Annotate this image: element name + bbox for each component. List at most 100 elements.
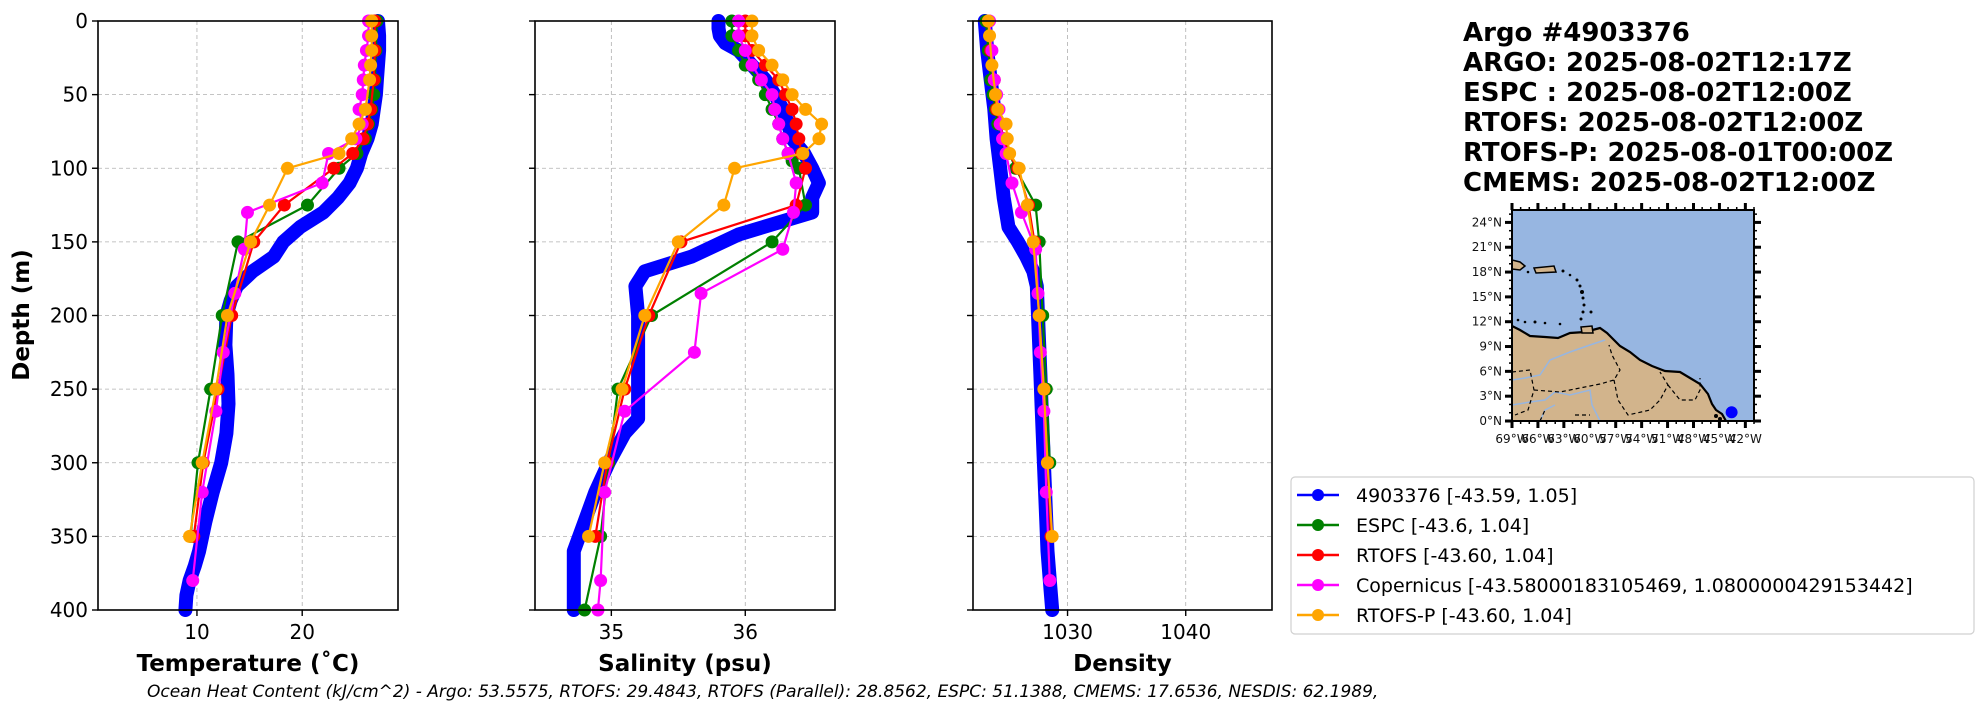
data-point-RTOFS-P (363, 73, 377, 87)
data-point-RTOFS-P (280, 161, 294, 175)
data-point-RTOFS-P (796, 147, 810, 161)
data-point-RTOFS-P (991, 102, 1005, 116)
x-tick-label: 20 (289, 620, 314, 644)
data-point-RTOFS-P (1045, 529, 1059, 543)
data-point-Copernicus (240, 205, 254, 219)
map-lat-label: 21°N (1472, 240, 1502, 254)
data-point-RTOFS-P (776, 73, 790, 87)
y-tick-label: 0 (75, 9, 88, 33)
data-point-Copernicus (985, 43, 999, 57)
map-lat-label: 12°N (1472, 315, 1502, 329)
map-small-islands (1516, 269, 1722, 421)
time-rtofs-p: RTOFS-P: 2025-08-01T00:00Z (1463, 138, 1893, 168)
map-lat-label: 9°N (1479, 340, 1502, 354)
data-point-Copernicus (195, 485, 209, 499)
data-point-Copernicus (789, 176, 803, 190)
map-islands (1512, 259, 1594, 334)
salinity-panel: 35 36 Salinity (psu) (529, 14, 836, 677)
legend-entry: RTOFS [-43.60, 1.04] (1297, 545, 1554, 567)
y-tick-label: 50 (63, 83, 88, 107)
data-point-RTOFS-P (615, 382, 629, 396)
time-rtofs: RTOFS: 2025-08-02T12:00Z (1463, 108, 1863, 138)
map-lat-label: 24°N (1472, 215, 1502, 229)
legend-swatch-marker (1312, 489, 1324, 501)
y-tick-label: 150 (50, 230, 88, 254)
data-point-Copernicus (772, 117, 786, 131)
data-point-Copernicus (754, 73, 768, 87)
data-point-Copernicus (694, 286, 708, 300)
data-point-ESPC (300, 198, 314, 212)
time-argo: ARGO: 2025-08-02T12:17Z (1463, 48, 1852, 78)
map-lon-label: 54°W (1625, 432, 1658, 446)
data-point-Copernicus (355, 88, 369, 102)
data-point-RTOFS-P (988, 88, 1002, 102)
y-tick-label: 200 (50, 304, 88, 328)
map-lat-label: 0°N (1479, 414, 1502, 428)
legend-label: RTOFS-P [-43.60, 1.04] (1356, 605, 1572, 627)
time-cmems: CMEMS: 2025-08-02T12:00Z (1463, 168, 1875, 198)
map-lat-label: 18°N (1472, 265, 1502, 279)
data-point-RTOFS-P (1003, 147, 1017, 161)
series-line-Copernicus (191, 21, 370, 581)
data-point-RTOFS-P (1000, 132, 1014, 146)
temperature-xlabel: Temperature (˚C) (137, 650, 360, 677)
data-point-Copernicus (618, 404, 632, 418)
legend-swatch-marker (1312, 549, 1324, 561)
data-point-ESPC (367, 88, 381, 102)
map-lat-label: 3°N (1479, 389, 1502, 403)
x-tick-label: 10 (184, 620, 209, 644)
data-point-RTOFS-P (183, 529, 197, 543)
data-point-RTOFS-P (209, 382, 223, 396)
x-tick-label: 1030 (1042, 620, 1093, 644)
y-tick-label: 100 (50, 156, 88, 180)
data-point-Copernicus (1043, 574, 1057, 588)
float-position-marker (1725, 406, 1738, 419)
data-point-RTOFS-P (999, 117, 1013, 131)
y-tick-label: 300 (50, 451, 88, 475)
temperature-panel: 0 50 100 150 200 250 300 350 400 10 20 Temperature… (50, 9, 399, 677)
data-point-Copernicus (786, 205, 800, 219)
data-point-Copernicus (687, 345, 701, 359)
data-point-RTOFS (799, 161, 813, 175)
data-point-Copernicus (732, 29, 746, 43)
legend-label: RTOFS [-43.60, 1.04] (1356, 545, 1554, 567)
data-point-Copernicus (216, 345, 230, 359)
data-point-Copernicus (1039, 485, 1053, 499)
data-point-RTOFS-P (195, 456, 209, 470)
map-land-south-america (1512, 326, 1726, 421)
legend-swatch-marker (1312, 519, 1324, 531)
data-point-RTOFS-P (365, 43, 379, 57)
data-point-RTOFS-P (263, 198, 277, 212)
float-title: Argo #4903376 (1463, 18, 1690, 48)
data-point-RTOFS-P (358, 102, 372, 116)
data-point-RTOFS-P (1026, 235, 1040, 249)
data-point-RTOFS (785, 102, 799, 116)
legend-swatch-marker (1312, 579, 1324, 591)
data-point-Copernicus (738, 43, 752, 57)
data-point-RTOFS-P (352, 117, 366, 131)
data-point-RTOFS (346, 147, 360, 161)
legend-entry: RTOFS-P [-43.60, 1.04] (1297, 605, 1572, 627)
y-tick-label: 350 (50, 524, 88, 548)
map-rivers (1512, 339, 1606, 421)
x-tick-label: 1040 (1160, 620, 1211, 644)
data-point-RTOFS-P (364, 58, 378, 72)
data-point-RTOFS-P (812, 132, 826, 146)
legend-entry: ESPC [-43.6, 1.04] (1297, 515, 1529, 537)
data-point-RTOFS-P (728, 161, 742, 175)
data-point-Copernicus (186, 574, 200, 588)
legend-entry: 4903376 [-43.59, 1.05] (1297, 485, 1577, 507)
map-lon-label: 57°W (1599, 432, 1632, 446)
data-point-RTOFS-P (1012, 161, 1026, 175)
map-coastline (1512, 325, 1727, 421)
data-point-RTOFS-P (985, 58, 999, 72)
data-point-Copernicus (776, 132, 790, 146)
map-borders (1512, 344, 1701, 421)
inset-map: 24°N 21°N 18°N 15°N 12°N 9°N 6°N 3°N 0°N 69°W66°W… (1472, 203, 1762, 446)
legend-label: Copernicus [-43.58000183105469, 1.080000… (1356, 575, 1913, 597)
data-point-RTOFS (277, 198, 291, 212)
data-point-Copernicus (1033, 345, 1047, 359)
map-lon-label: 63°W (1547, 432, 1580, 446)
data-point-RTOFS-P (799, 102, 813, 116)
